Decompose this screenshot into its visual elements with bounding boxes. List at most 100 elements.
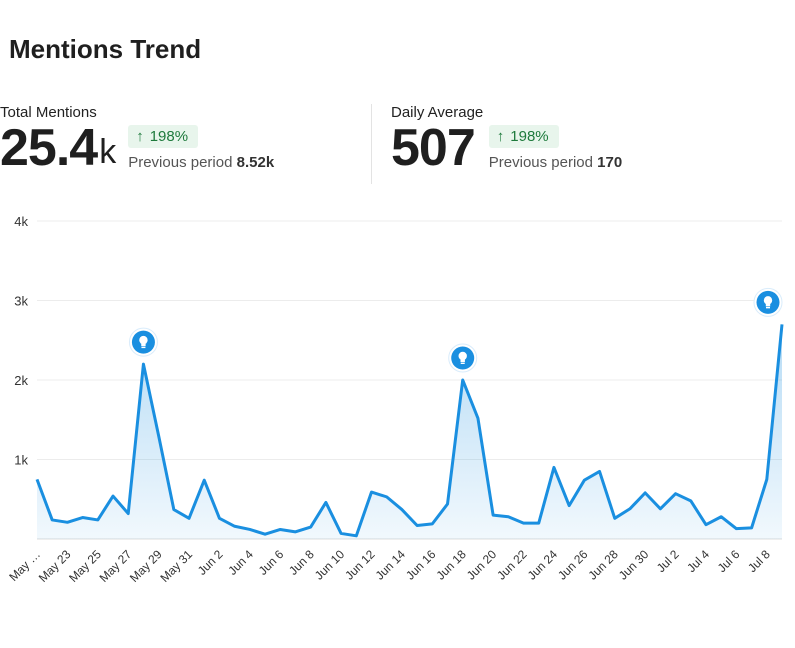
y-tick-label: 4k: [14, 214, 28, 229]
previous-period: Previous period 8.52k: [128, 154, 274, 171]
data-point: [385, 495, 389, 499]
insight-marker[interactable]: [753, 287, 783, 317]
series-line: [35, 324, 784, 538]
data-point: [400, 508, 404, 512]
data-point: [65, 520, 69, 524]
previous-period-label: Previous period: [488, 154, 593, 171]
data-point: [157, 434, 161, 438]
x-tick-label: Jun 14: [373, 547, 409, 583]
x-tick-label: Jun 16: [403, 547, 439, 583]
data-point: [81, 516, 85, 520]
data-point: [658, 507, 662, 511]
lightbulb-icon: [139, 335, 148, 349]
data-point: [522, 521, 526, 525]
data-point: [719, 515, 723, 519]
data-point: [202, 478, 206, 482]
data-point: [689, 499, 693, 503]
data-point: [339, 531, 343, 535]
change-badge: ↑ 198%: [488, 125, 559, 148]
x-tick-label: May …: [6, 547, 43, 584]
x-tick-label: May 25: [66, 547, 104, 585]
data-point: [537, 521, 541, 525]
data-point: [430, 522, 434, 526]
x-tick-label: Jun 12: [342, 547, 378, 583]
data-point: [734, 527, 738, 531]
x-tick-label: Jul 4: [684, 547, 712, 575]
data-point: [324, 500, 328, 504]
x-tick-label: Jun 22: [494, 547, 530, 583]
lightbulb-icon: [763, 296, 773, 309]
insight-marker[interactable]: [448, 343, 478, 373]
x-tick-label: Jun 20: [464, 547, 500, 583]
x-tick-label: Jul 2: [654, 547, 682, 575]
y-tick-label: 3k: [14, 294, 28, 309]
data-point: [233, 524, 237, 528]
data-point: [491, 513, 495, 517]
data-point: [628, 507, 632, 511]
data-point: [111, 494, 115, 498]
data-point: [476, 416, 480, 420]
data-point: [643, 491, 647, 495]
data-point: [674, 492, 678, 496]
x-tick-label: Jun 18: [433, 547, 469, 583]
data-point: [461, 378, 465, 382]
kpi-label: Daily Average: [391, 104, 484, 121]
data-point: [278, 527, 282, 531]
arrow-up-icon: ↑: [136, 128, 144, 145]
data-point: [506, 515, 510, 519]
previous-period: Previous period 170: [489, 154, 622, 171]
data-point: [263, 532, 267, 536]
data-point: [141, 362, 145, 366]
data-point: [309, 525, 313, 529]
change-badge: ↑ 198%: [128, 125, 199, 148]
data-point: [248, 527, 252, 531]
data-point: [354, 534, 358, 538]
data-point: [35, 477, 39, 481]
insight-marker[interactable]: [128, 327, 158, 357]
x-tick-label: May 31: [157, 547, 195, 585]
data-point: [765, 477, 769, 481]
previous-period-label: Previous period: [128, 154, 233, 171]
x-tick-label: May 29: [127, 547, 165, 585]
data-point: [187, 516, 191, 520]
data-point: [126, 512, 130, 516]
data-point: [50, 518, 54, 522]
data-point: [96, 518, 100, 522]
kpi-daily-average: Daily Average 507 ↑ 198% Previous period…: [391, 104, 622, 174]
x-tick-label: Jul 6: [715, 547, 743, 575]
x-tick-label: Jun 26: [555, 547, 591, 583]
data-point: [613, 516, 617, 520]
page-title: Mentions Trend: [9, 34, 202, 64]
x-tick-label: Jun 24: [525, 547, 561, 583]
x-tick-label: Jun 10: [312, 547, 348, 583]
kpi-divider: [371, 104, 372, 184]
data-point: [780, 322, 784, 326]
data-point: [172, 508, 176, 512]
x-tick-label: Jun 30: [616, 547, 652, 583]
x-tick-label: Jun 2: [195, 547, 226, 578]
data-point: [704, 523, 708, 527]
y-tick-label: 2k: [14, 373, 28, 388]
x-tick-label: Jun 4: [225, 547, 256, 578]
x-tick-label: May 23: [36, 547, 74, 585]
x-tick-label: Jun 6: [256, 547, 287, 578]
x-tick-label: Jun 28: [585, 547, 621, 583]
x-tick-label: May 27: [97, 547, 135, 585]
data-point: [552, 465, 556, 469]
lightbulb-icon: [458, 351, 467, 364]
data-point: [369, 490, 373, 494]
arrow-up-icon: ↑: [496, 128, 505, 145]
kpi-unit: k: [99, 133, 117, 171]
x-tick-label: Jul 8: [745, 547, 773, 575]
kpi-label: Total Mentions: [0, 104, 97, 121]
previous-period-value: 8.52k: [236, 154, 275, 171]
kpi-value: 25.4: [0, 119, 98, 177]
data-point: [415, 523, 419, 527]
series-area: [37, 324, 782, 539]
data-point: [446, 502, 450, 506]
change-value: 198%: [510, 128, 549, 145]
data-point: [598, 469, 602, 473]
kpi-total-mentions: Total Mentions 25.4 k ↑ 198% Previous pe…: [0, 104, 274, 179]
y-tick-label: 1k: [14, 453, 28, 468]
